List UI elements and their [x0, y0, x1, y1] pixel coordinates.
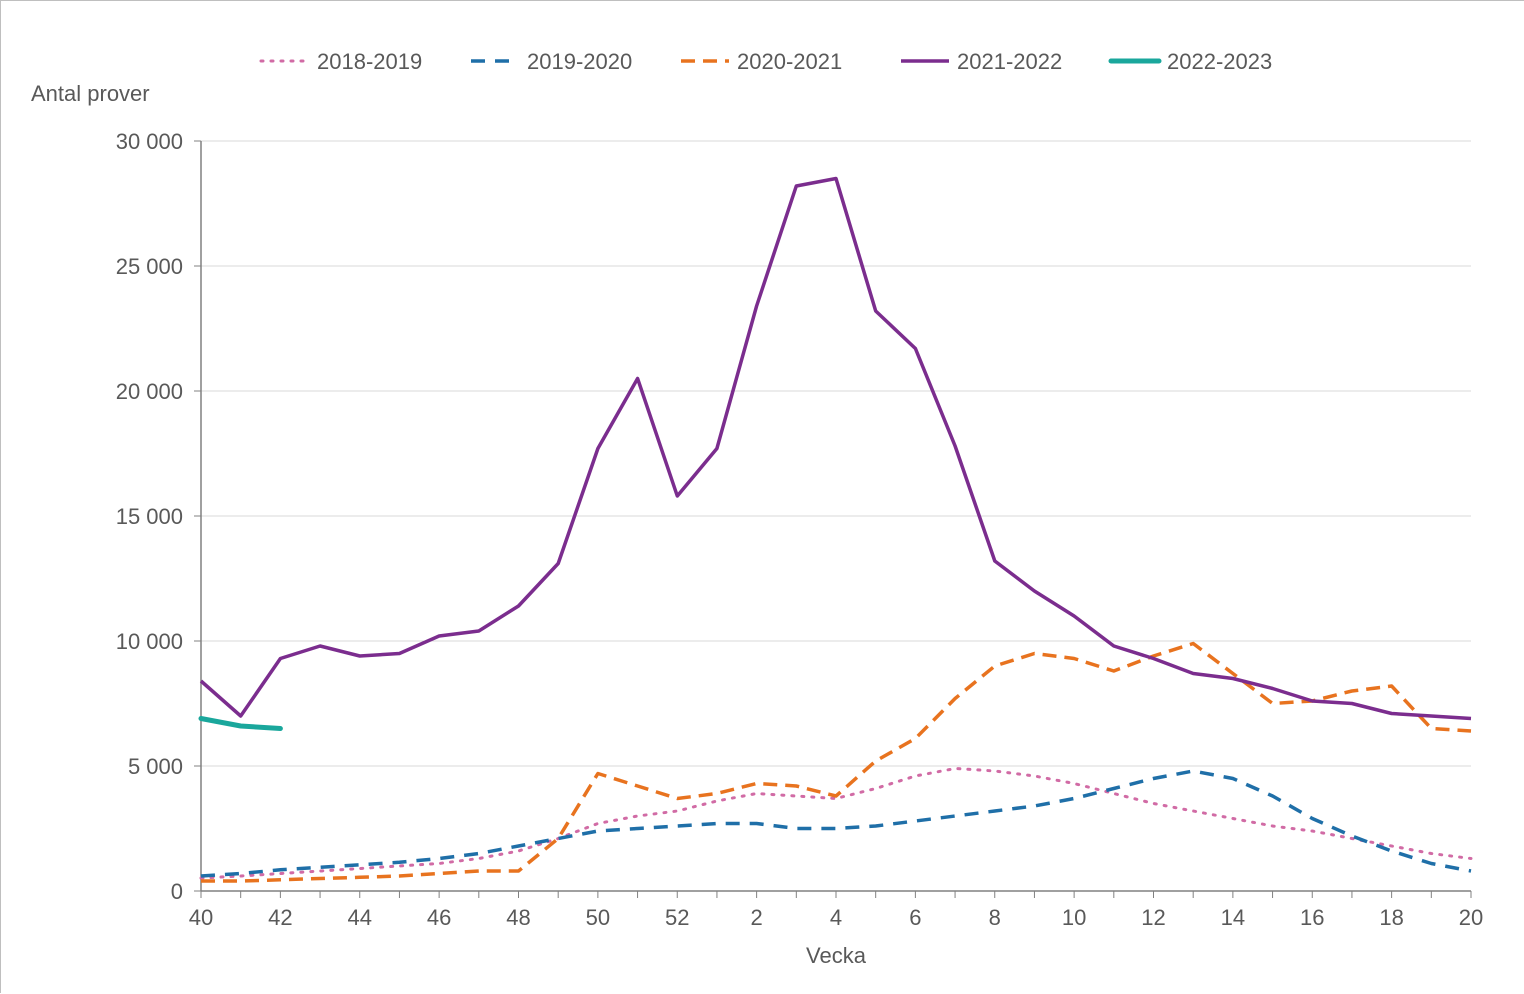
x-tick-label: 14 [1221, 905, 1245, 930]
legend-label: 2021-2022 [957, 49, 1062, 74]
x-tick-label: 48 [506, 905, 530, 930]
x-tick-label: 8 [989, 905, 1001, 930]
legend-label: 2020-2021 [737, 49, 842, 74]
x-tick-label: 18 [1379, 905, 1403, 930]
y-tick-label: 25 000 [116, 254, 183, 279]
legend-label: 2022-2023 [1167, 49, 1272, 74]
x-tick-label: 2 [751, 905, 763, 930]
x-tick-label: 42 [268, 905, 292, 930]
x-tick-label: 12 [1141, 905, 1165, 930]
x-tick-label: 46 [427, 905, 451, 930]
y-tick-label: 10 000 [116, 629, 183, 654]
x-tick-label: 6 [909, 905, 921, 930]
y-tick-label: 20 000 [116, 379, 183, 404]
x-axis-title: Vecka [806, 943, 867, 968]
y-tick-label: 15 000 [116, 504, 183, 529]
x-tick-label: 50 [586, 905, 610, 930]
x-tick-label: 44 [348, 905, 372, 930]
x-tick-label: 20 [1459, 905, 1483, 930]
y-tick-label: 0 [171, 879, 183, 904]
line-chart: 05 00010 00015 00020 00025 00030 0004042… [1, 1, 1524, 994]
y-axis-title: Antal prover [31, 81, 150, 106]
y-tick-label: 30 000 [116, 129, 183, 154]
x-tick-label: 40 [189, 905, 213, 930]
x-tick-label: 4 [830, 905, 842, 930]
legend-label: 2018-2019 [317, 49, 422, 74]
x-tick-label: 10 [1062, 905, 1086, 930]
legend-label: 2019-2020 [527, 49, 632, 74]
chart-container: 05 00010 00015 00020 00025 00030 0004042… [0, 0, 1524, 993]
x-tick-label: 16 [1300, 905, 1324, 930]
y-tick-label: 5 000 [128, 754, 183, 779]
x-tick-label: 52 [665, 905, 689, 930]
